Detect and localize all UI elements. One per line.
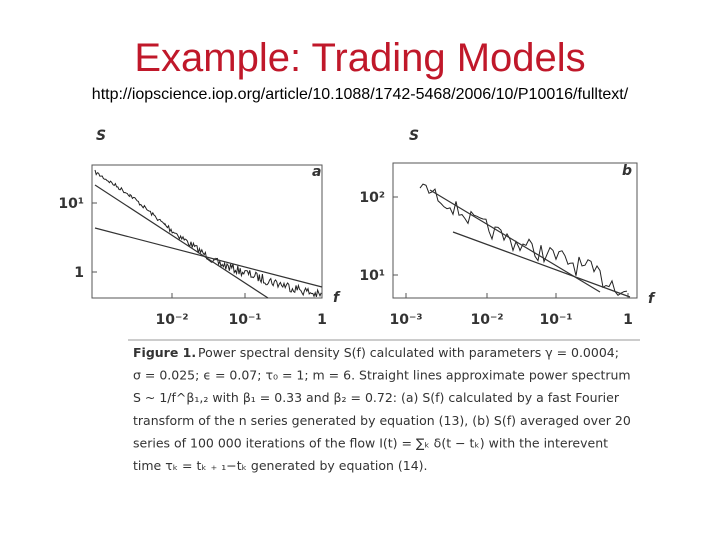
x-tick-label: 1 — [623, 312, 633, 328]
spectrum-curve — [94, 169, 322, 298]
fit-line — [94, 227, 323, 288]
x-tick-label: 10⁻¹ — [539, 312, 572, 328]
caption-line: series of 100 000 iterations of the flow… — [133, 435, 608, 450]
caption-heading: Figure 1. — [133, 345, 196, 360]
panel-label: b — [622, 163, 632, 179]
y-tick-label: 10² — [359, 190, 385, 206]
caption-line: S ~ 1/f^β₁,₂ with β₁ = 0.33 and β₂ = 0.7… — [133, 390, 620, 405]
y-tick-label: 10¹ — [58, 196, 84, 212]
x-tick-label: 10⁻¹ — [228, 312, 261, 328]
panel-label: a — [312, 164, 321, 180]
caption-line: σ = 0.025; ϵ = 0.07; τ₀ = 1; m = 6. Stra… — [133, 368, 631, 383]
y-tick-label: 10¹ — [359, 268, 385, 284]
slide-title: Example: Trading Models — [134, 36, 585, 80]
figure: Sf a 10¹ 1 10⁻² 10⁻¹ 1 Sf b 10² 10¹ 10⁻³ 10⁻² 10⁻¹ 1 — [58, 128, 656, 328]
y-axis-label: S — [96, 128, 106, 144]
x-tick-label: 10⁻² — [470, 312, 503, 328]
caption-line: transform of the n series generated by e… — [133, 413, 631, 428]
plot-frame — [91, 164, 323, 299]
y-axis-label: S — [409, 128, 419, 144]
source-url: http://iopscience.iop.org/article/10.108… — [92, 86, 629, 103]
y-tick-label: 1 — [74, 265, 84, 281]
x-axis-label: f — [333, 290, 341, 306]
fit-line — [429, 189, 601, 293]
x-tick-label: 1 — [317, 312, 327, 328]
caption-line: time τₖ = tₖ ₊ ₁−tₖ generated by equatio… — [133, 458, 428, 473]
x-tick-label: 10⁻³ — [389, 312, 422, 328]
spectrum-curve — [419, 183, 628, 296]
fit-line — [94, 184, 269, 299]
caption-line: Power spectral density S(f) calculated w… — [198, 345, 619, 360]
fit-line — [452, 231, 631, 298]
x-axis-label: f — [648, 291, 656, 307]
x-tick-label: 10⁻² — [155, 312, 188, 328]
plot-frame — [392, 162, 638, 299]
